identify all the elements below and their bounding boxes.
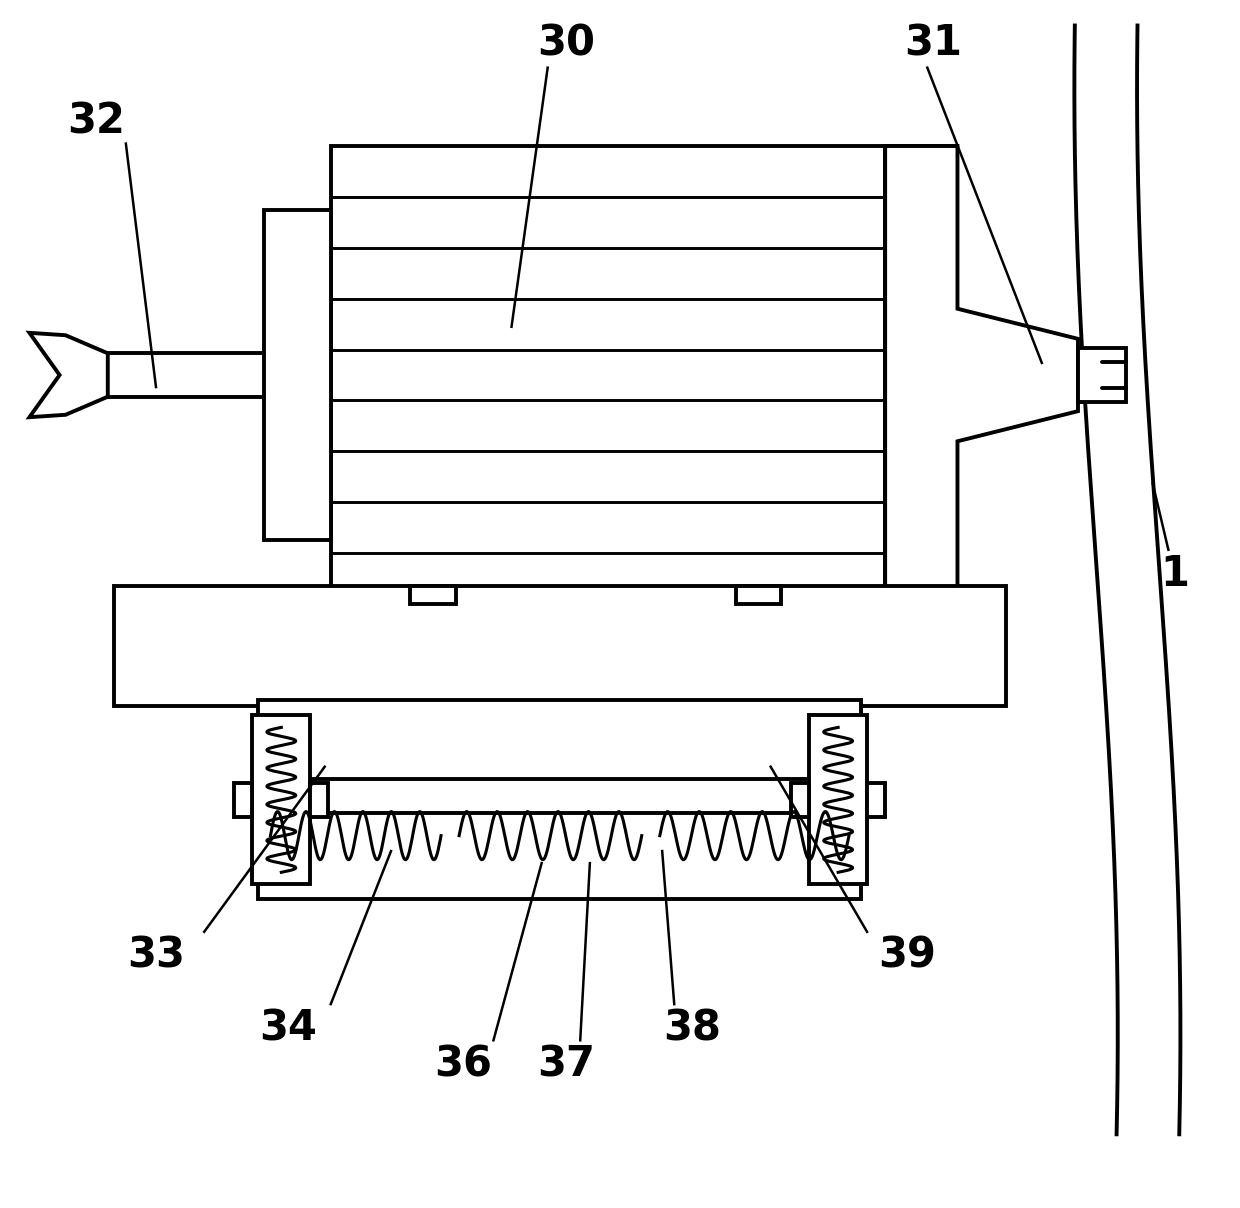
Text: 34: 34	[259, 1007, 317, 1050]
Bar	[791, 783, 810, 817]
Bar	[1078, 348, 1126, 401]
Bar	[310, 783, 329, 817]
Bar	[867, 783, 885, 817]
Text: 33: 33	[126, 935, 185, 977]
Text: 30: 30	[537, 23, 595, 64]
Text: 37: 37	[537, 1044, 595, 1086]
Text: 31: 31	[904, 23, 962, 64]
Bar	[410, 586, 456, 604]
Polygon shape	[885, 146, 1078, 604]
Bar	[258, 701, 861, 899]
Bar	[264, 210, 331, 540]
Polygon shape	[30, 333, 108, 417]
Bar	[114, 586, 1006, 707]
Bar	[234, 783, 253, 817]
Text: 36: 36	[434, 1044, 492, 1086]
Text: 39: 39	[878, 935, 936, 977]
Text: 38: 38	[663, 1007, 722, 1050]
Text: 1: 1	[1159, 553, 1189, 594]
Text: 32: 32	[67, 101, 125, 143]
Bar	[735, 586, 781, 604]
Bar	[810, 715, 867, 884]
Bar	[258, 779, 861, 813]
Bar	[253, 715, 310, 884]
Bar	[331, 146, 885, 604]
